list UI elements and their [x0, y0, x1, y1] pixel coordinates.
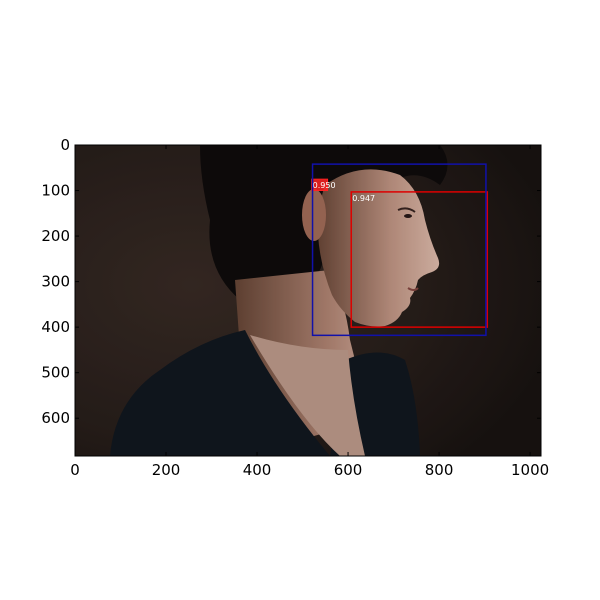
y-axis: 0 100 200 300 400 500 600 [41, 136, 541, 427]
x-tick-label: 1000 [511, 461, 549, 479]
detections-layer: 0.950 0.947 [311, 163, 489, 337]
detection-score-label: 0.947 [352, 194, 375, 203]
detection-box-1 [350, 191, 489, 328]
y-tick-label: 100 [41, 182, 70, 200]
y-tick-label: 400 [41, 318, 70, 336]
axes-frame [74, 144, 542, 457]
x-axis: 0 200 400 600 800 1000 [70, 145, 549, 479]
y-tick-label: 200 [41, 227, 70, 245]
y-tick-label: 0 [60, 136, 70, 154]
y-tick-label: 500 [41, 364, 70, 382]
cardigan [110, 330, 330, 456]
detection-score-label: 0.950 [313, 181, 336, 190]
detection-box-2 [311, 163, 487, 337]
x-tick-label: 600 [334, 461, 363, 479]
x-tick-label: 400 [243, 461, 272, 479]
x-tick-label: 800 [425, 461, 454, 479]
y-tick-label: 300 [41, 273, 70, 291]
detection-box-0 [311, 178, 329, 192]
x-tick-label: 200 [152, 461, 181, 479]
x-tick-label: 0 [70, 461, 80, 479]
photo [75, 145, 541, 456]
ear [302, 189, 326, 241]
y-tick-label: 600 [41, 409, 70, 427]
